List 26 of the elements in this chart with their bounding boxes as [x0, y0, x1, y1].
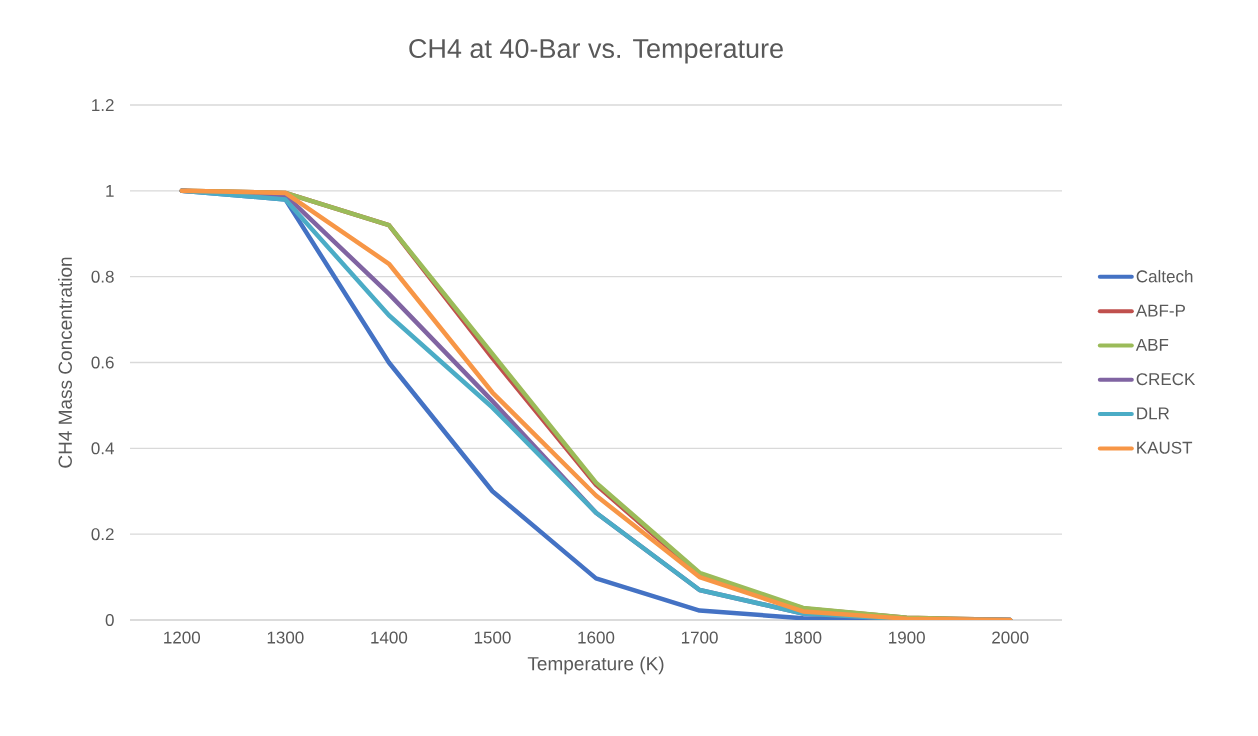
line-series: [179, 188, 1013, 620]
legend-label: ABF-P: [1135, 304, 1185, 317]
x-axis-title: Temperature (K): [527, 656, 664, 675]
x-tick-label: 1400: [371, 631, 408, 644]
x-tick-label: 1800: [785, 631, 822, 644]
legend-label: ABF: [1135, 338, 1169, 351]
legend-label: DLR: [1137, 407, 1170, 420]
x-tick-label: 1200: [164, 631, 201, 644]
y-axis-title: CH4 Mass Concentration: [58, 257, 72, 468]
y-tick-label: 0: [105, 613, 114, 627]
x-tick-label: 1600: [578, 631, 615, 644]
x-tick-label: 1700: [681, 631, 718, 644]
y-tick-label: 1: [106, 184, 114, 197]
y-tick-label: 0.4: [91, 442, 114, 455]
x-tick-label: 1900: [889, 631, 925, 644]
legend-label: Caltech: [1136, 269, 1193, 283]
legend-label: KAUST: [1137, 441, 1193, 454]
x-tick-label: 2000: [992, 631, 1029, 644]
y-tick-label: 1.2: [92, 99, 114, 111]
y-tick-label: 0.2: [91, 528, 114, 541]
legend-label: CRECK: [1136, 373, 1196, 386]
y-tick-label: 0.8: [91, 270, 114, 283]
x-tick-label: 1500: [474, 631, 511, 644]
y-tick-label: 0.6: [91, 356, 114, 369]
chart-title: CH4 at 40-Bar vs. Temperature: [409, 39, 783, 64]
x-tick-label: 1300: [267, 631, 304, 644]
